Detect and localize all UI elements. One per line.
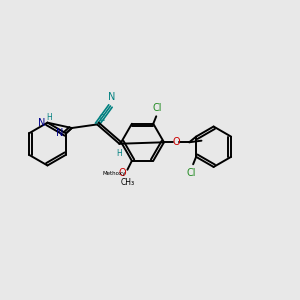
Text: Cl: Cl	[152, 103, 162, 113]
Text: Methoxy: Methoxy	[102, 171, 126, 176]
Text: H: H	[46, 113, 52, 122]
Text: N: N	[108, 92, 115, 102]
Text: O: O	[172, 137, 180, 147]
Text: H: H	[116, 149, 122, 158]
Text: N: N	[56, 128, 64, 138]
Text: O: O	[118, 168, 126, 178]
Text: N: N	[38, 118, 45, 128]
Text: CH₃: CH₃	[120, 178, 134, 187]
Text: Cl: Cl	[187, 168, 196, 178]
Text: C: C	[99, 114, 105, 123]
